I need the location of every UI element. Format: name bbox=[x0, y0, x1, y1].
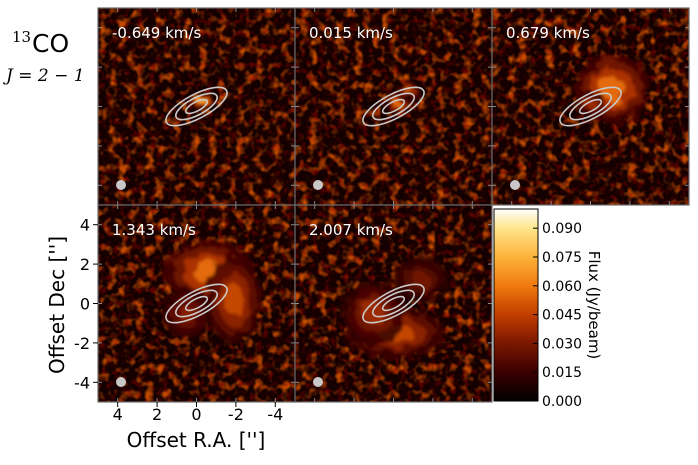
disk-contours bbox=[165, 283, 228, 324]
molecule-name: CO bbox=[32, 29, 69, 58]
x-tick-label: 0 bbox=[191, 405, 201, 424]
emission-blob bbox=[177, 304, 196, 323]
velocity-label: 0.679 km/s bbox=[506, 24, 590, 42]
velocity-label: -0.649 km/s bbox=[112, 24, 201, 42]
disk-contour bbox=[559, 86, 622, 127]
disk-contour bbox=[175, 289, 218, 318]
disk-contour bbox=[165, 283, 228, 324]
emission-group bbox=[574, 54, 650, 124]
disk-contour bbox=[175, 92, 218, 121]
disk-contours bbox=[362, 86, 425, 127]
beam-marker bbox=[313, 180, 323, 190]
x-axis-ticks: 4 2 0 -2 -4 bbox=[113, 402, 283, 424]
panels-group: -0.649 km/s 0.015 km/s 0.679 km/s 1.343 km/… bbox=[97, 7, 690, 403]
disk-contour bbox=[362, 283, 425, 324]
y-tick-label: -2 bbox=[74, 334, 90, 353]
colorbar: 0.000 0.015 0.030 0.045 0.060 0.075 0.090 Flux… bbox=[493, 208, 603, 410]
velocity-label: 1.343 km/s bbox=[112, 221, 196, 239]
channel-panel: -0.649 km/s bbox=[97, 7, 296, 206]
disk-contour bbox=[372, 289, 415, 318]
disk-contour bbox=[362, 86, 425, 127]
disk-contour bbox=[184, 98, 209, 115]
colorbar-tick-label: 0.090 bbox=[542, 221, 582, 237]
x-tick-label: 4 bbox=[113, 405, 123, 424]
disk-contour bbox=[381, 295, 406, 312]
molecule-superscript: 13 bbox=[12, 28, 31, 46]
beam-marker bbox=[116, 377, 126, 387]
colorbar-label: Flux (Jy/beam) bbox=[585, 251, 603, 360]
channel-panel: 0.679 km/s bbox=[491, 7, 690, 206]
disk-contour bbox=[372, 92, 415, 121]
velocity-label: 0.015 km/s bbox=[309, 24, 393, 42]
disk-contours bbox=[362, 283, 425, 324]
emission-blob bbox=[393, 101, 402, 108]
channel-panel: 1.343 km/s bbox=[97, 204, 296, 403]
colorbar-ticks: 0.000 0.015 0.030 0.045 0.060 0.075 0.090 bbox=[533, 221, 582, 410]
beam-marker bbox=[313, 377, 323, 387]
disk-contour bbox=[381, 98, 406, 115]
disk-contour bbox=[569, 92, 612, 121]
y-axis-ticks: 4 2 0 -2 -4 bbox=[74, 216, 98, 392]
disk-contours bbox=[559, 86, 622, 127]
colorbar-gradient bbox=[493, 208, 539, 402]
colorbar-tick-label: 0.075 bbox=[542, 250, 582, 266]
disk-contour bbox=[184, 295, 209, 312]
x-axis-label: Offset R.A. [''] bbox=[127, 428, 266, 452]
velocity-label: 2.007 km/s bbox=[309, 221, 393, 239]
emission-blob bbox=[598, 76, 626, 101]
beam-marker bbox=[510, 180, 520, 190]
y-tick-label: -4 bbox=[74, 373, 90, 392]
y-tick-label: 4 bbox=[80, 216, 90, 235]
disk-contour bbox=[165, 86, 228, 127]
colorbar-tick-label: 0.030 bbox=[542, 336, 582, 352]
colorbar-tick-label: 0.060 bbox=[542, 279, 582, 295]
x-tick-label: -4 bbox=[267, 405, 283, 424]
emission-blob bbox=[224, 284, 244, 316]
y-axis-label: Offset Dec [''] bbox=[45, 236, 69, 374]
disk-contours bbox=[165, 86, 228, 127]
colorbar-tick-label: 0.045 bbox=[542, 308, 582, 324]
colorbar-tick-label: 0.000 bbox=[542, 394, 582, 410]
emission-group bbox=[342, 257, 450, 359]
y-tick-label: 2 bbox=[80, 255, 90, 274]
y-tick-label: 0 bbox=[80, 295, 90, 314]
transition-label: J = 2 − 1 bbox=[3, 66, 85, 86]
x-tick-label: -2 bbox=[228, 405, 244, 424]
channel-panel: 0.015 km/s bbox=[294, 7, 493, 206]
beam-marker bbox=[116, 180, 126, 190]
disk-contour bbox=[578, 98, 603, 115]
channel-panel: 2.007 km/s bbox=[294, 204, 493, 403]
colorbar-tick-label: 0.015 bbox=[542, 365, 582, 381]
x-tick-label: 2 bbox=[152, 405, 162, 424]
